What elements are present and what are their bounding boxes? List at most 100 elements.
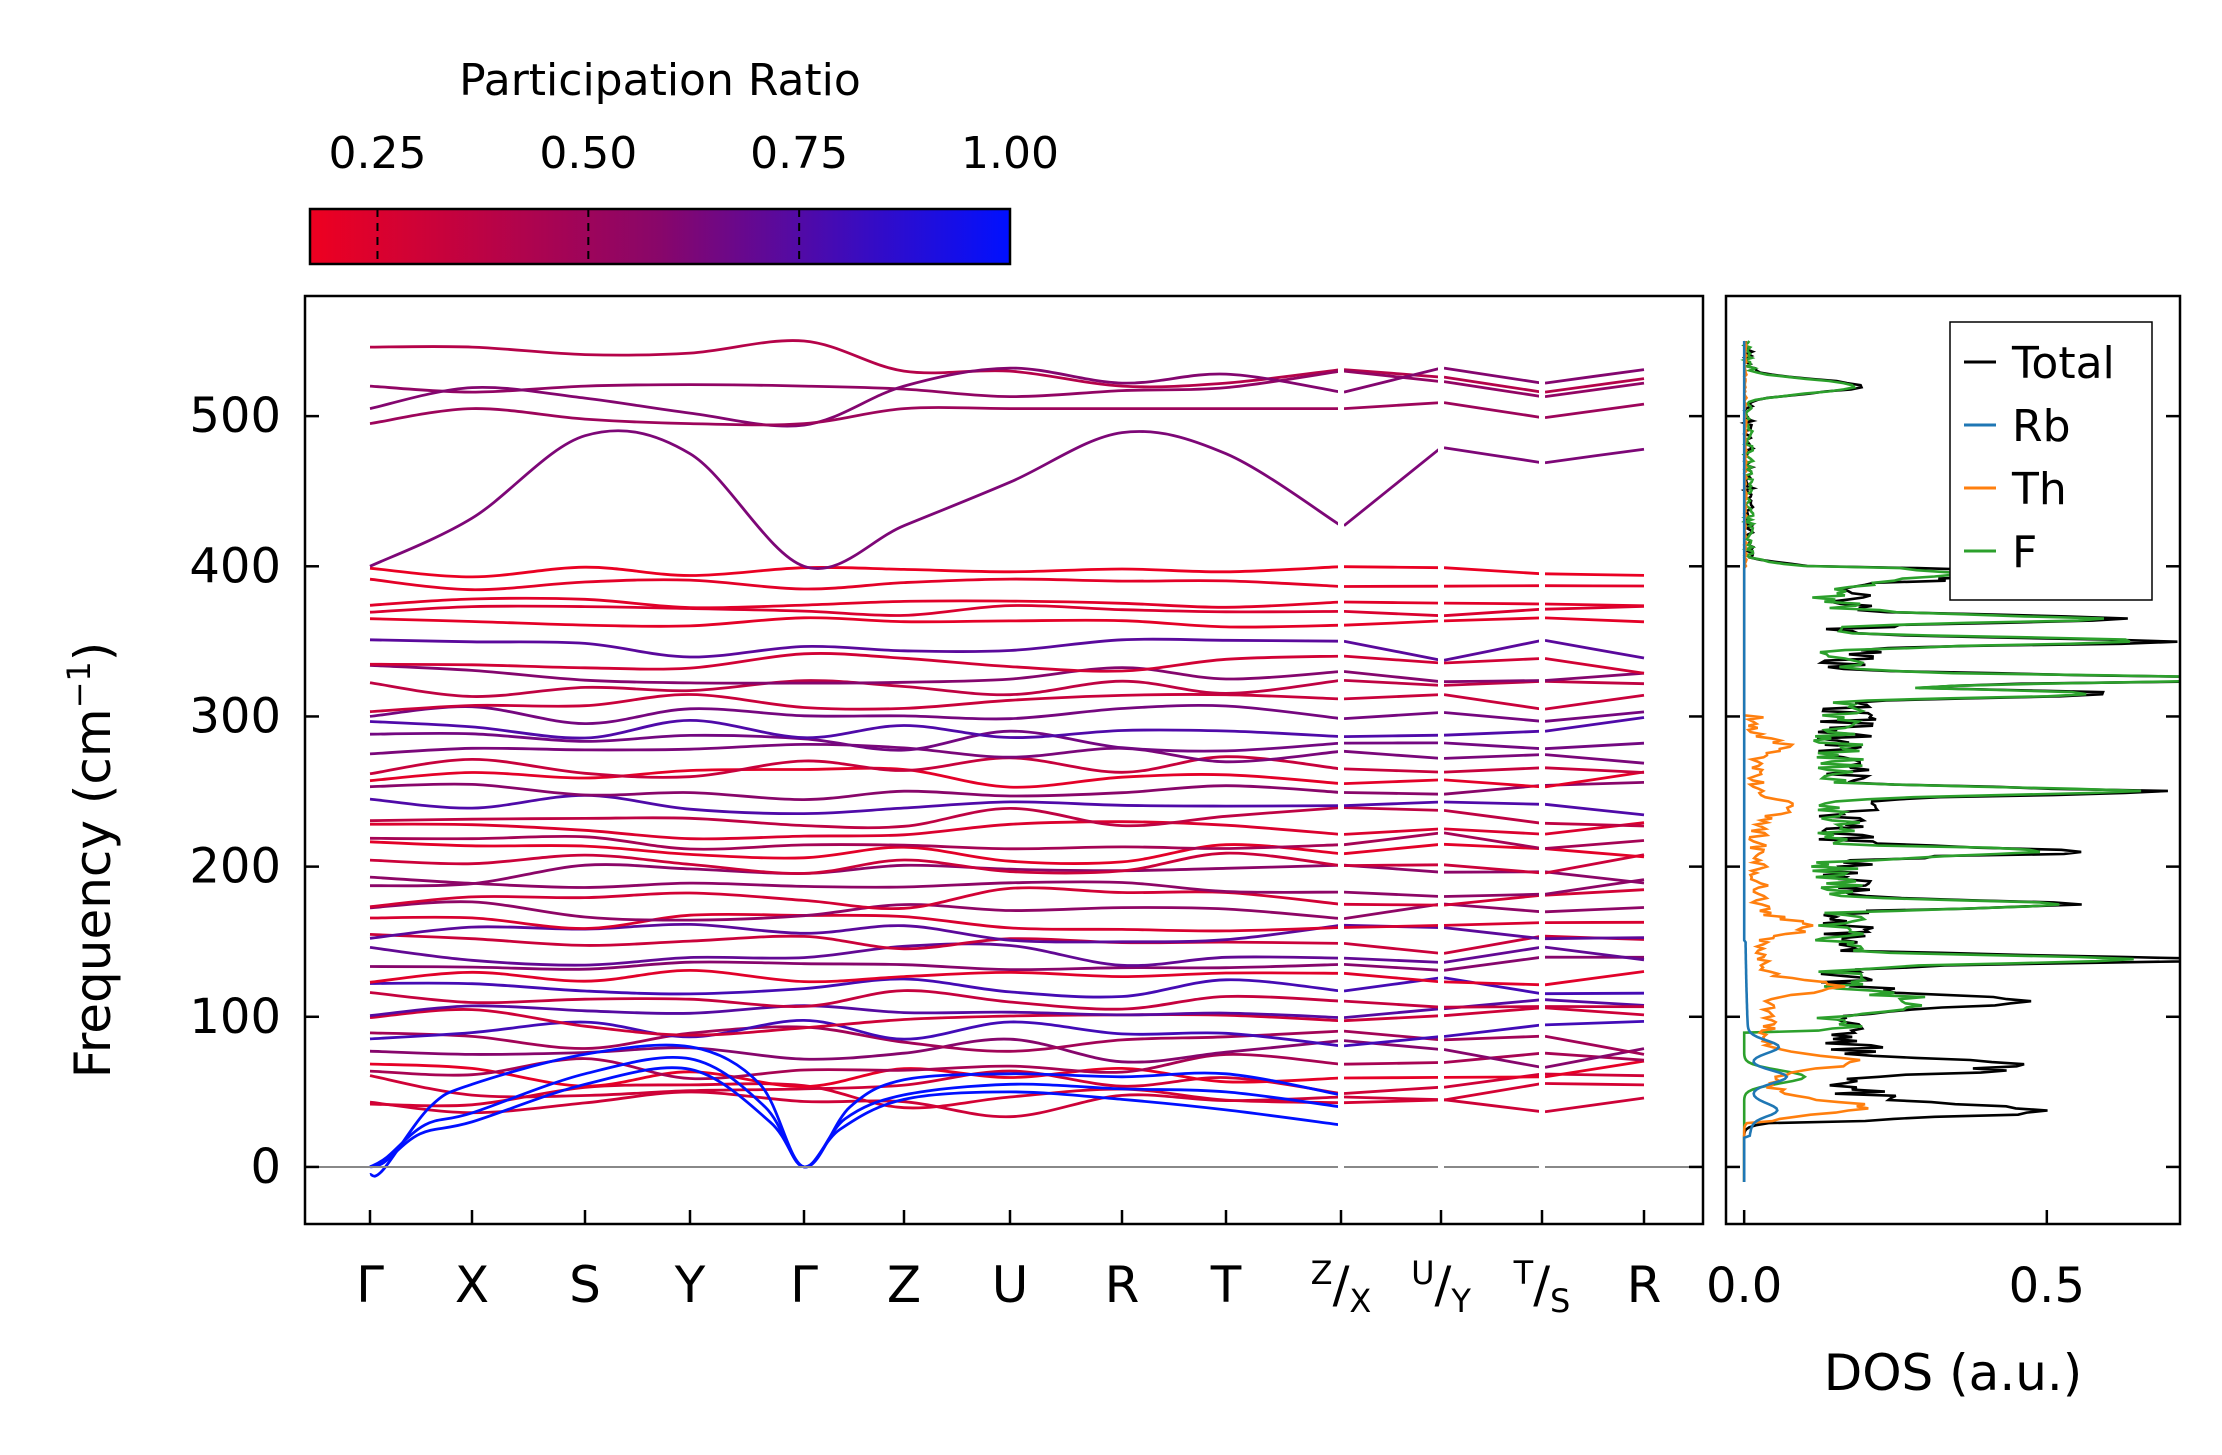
dos-lines (1739, 340, 2180, 1182)
y-axis-label: Frequency (cm−1) (60, 642, 122, 1079)
optical-band (1343, 679, 1442, 687)
optical-band (1544, 1047, 1645, 1069)
optical-band (369, 718, 1342, 740)
optical-band (1343, 831, 1442, 847)
optical-band (1343, 767, 1442, 774)
optical-band (1443, 657, 1543, 665)
optical-band (1343, 733, 1442, 738)
optical-band (369, 960, 1342, 972)
high-symmetry-label: R (1105, 1256, 1140, 1314)
high-band (1443, 375, 1543, 394)
optical-band (1343, 806, 1442, 812)
optical-band (1343, 1039, 1442, 1051)
optical-band (1443, 1023, 1543, 1038)
high-symmetry-label: R (1627, 1256, 1662, 1314)
optical-band (1343, 693, 1442, 701)
optical-band (369, 863, 1342, 888)
optical-band (1343, 971, 1442, 984)
optical-band (369, 851, 1342, 875)
optical-band (369, 912, 1342, 933)
optical-band (1443, 639, 1543, 662)
optical-band (1544, 671, 1645, 682)
colorbar-tick-label: 0.25 (328, 128, 426, 179)
optical-band (1544, 1006, 1645, 1017)
optical-band (1343, 863, 1442, 867)
colorbar: Participation Ratio 0.25 0.50 0.75 1.00 (308, 55, 1059, 266)
optical-band (1443, 584, 1543, 588)
optical-band (1343, 610, 1442, 618)
high-band (1443, 380, 1543, 398)
legend-label: Total (2011, 338, 2115, 389)
high-band (1544, 402, 1645, 419)
optical-band (1343, 1076, 1442, 1080)
optical-band (1343, 749, 1442, 760)
optical-band (1343, 902, 1442, 907)
optical-band (1443, 1072, 1543, 1089)
optical-band (1544, 906, 1645, 914)
high-band (1443, 401, 1543, 419)
optical-band (1343, 791, 1442, 796)
optical-band (1343, 639, 1442, 662)
optical-band (369, 1069, 1342, 1099)
optical-band (1443, 921, 1543, 927)
optical-band (1443, 1082, 1543, 1102)
optical-band (1544, 572, 1645, 577)
optical-band (1343, 1061, 1442, 1066)
acoustic-branch (369, 1066, 1342, 1169)
high-band (369, 429, 1342, 570)
high-band (1544, 368, 1645, 385)
high-symmetry-label: S (569, 1256, 601, 1314)
optical-band (1544, 716, 1645, 733)
y-tick-label: 200 (189, 839, 281, 895)
optical-band (369, 782, 1342, 802)
optical-band (1544, 753, 1645, 765)
segment-gap (1438, 330, 1444, 1220)
high-band (1544, 381, 1645, 398)
optical-band (1443, 729, 1543, 737)
high-band (1443, 366, 1543, 385)
optical-band (1343, 800, 1442, 807)
optical-band (1443, 980, 1543, 987)
optical-band (1443, 566, 1543, 576)
high-symmetry-label: T (1210, 1256, 1242, 1314)
band-lines (369, 339, 1645, 1178)
optical-band (1443, 1048, 1543, 1069)
optical-band (1544, 839, 1645, 850)
optical-band (1343, 670, 1442, 684)
high-symmetry-label: Z (887, 1256, 921, 1314)
optical-band (1343, 999, 1442, 1009)
optical-band (1544, 853, 1645, 875)
optical-band (1544, 1034, 1645, 1056)
optical-band (1443, 902, 1543, 914)
optical-band (369, 596, 1342, 610)
y-tick-label: 300 (189, 688, 281, 744)
optical-band (1443, 809, 1543, 825)
high-symmetry-label: U (992, 1256, 1029, 1314)
colorbar-ticks: 0.25 0.50 0.75 1.00 (328, 128, 1059, 264)
optical-band (369, 793, 1342, 816)
optical-band (1443, 800, 1543, 806)
optical-band (1343, 1098, 1442, 1105)
optical-band (369, 1037, 1342, 1064)
high-symmetry-label: U/Y (1411, 1254, 1471, 1320)
optical-band (369, 652, 1342, 673)
optical-band (369, 900, 1342, 922)
optical-band (369, 755, 1342, 779)
optical-band (1443, 892, 1543, 898)
optical-band (1544, 802, 1645, 817)
optical-band (1443, 976, 1543, 996)
y-tick-label: 500 (189, 388, 281, 444)
y-tick-label: 400 (189, 538, 281, 594)
optical-band (1544, 870, 1645, 885)
legend-box (1949, 321, 2153, 601)
band-axes: 0 100 200 300 400 500 Γ X S Y Γ Z U R T Z/X U/Y T/S R (189, 388, 1703, 1320)
optical-band (1544, 766, 1645, 774)
optical-band (1343, 1014, 1442, 1023)
high-band (369, 339, 1342, 389)
optical-band (1544, 998, 1645, 1007)
optical-band (369, 886, 1342, 911)
high-symmetry-label: X (455, 1256, 489, 1314)
optical-band (1544, 1059, 1645, 1079)
high-band (1343, 366, 1442, 394)
optical-band (1544, 1072, 1645, 1078)
